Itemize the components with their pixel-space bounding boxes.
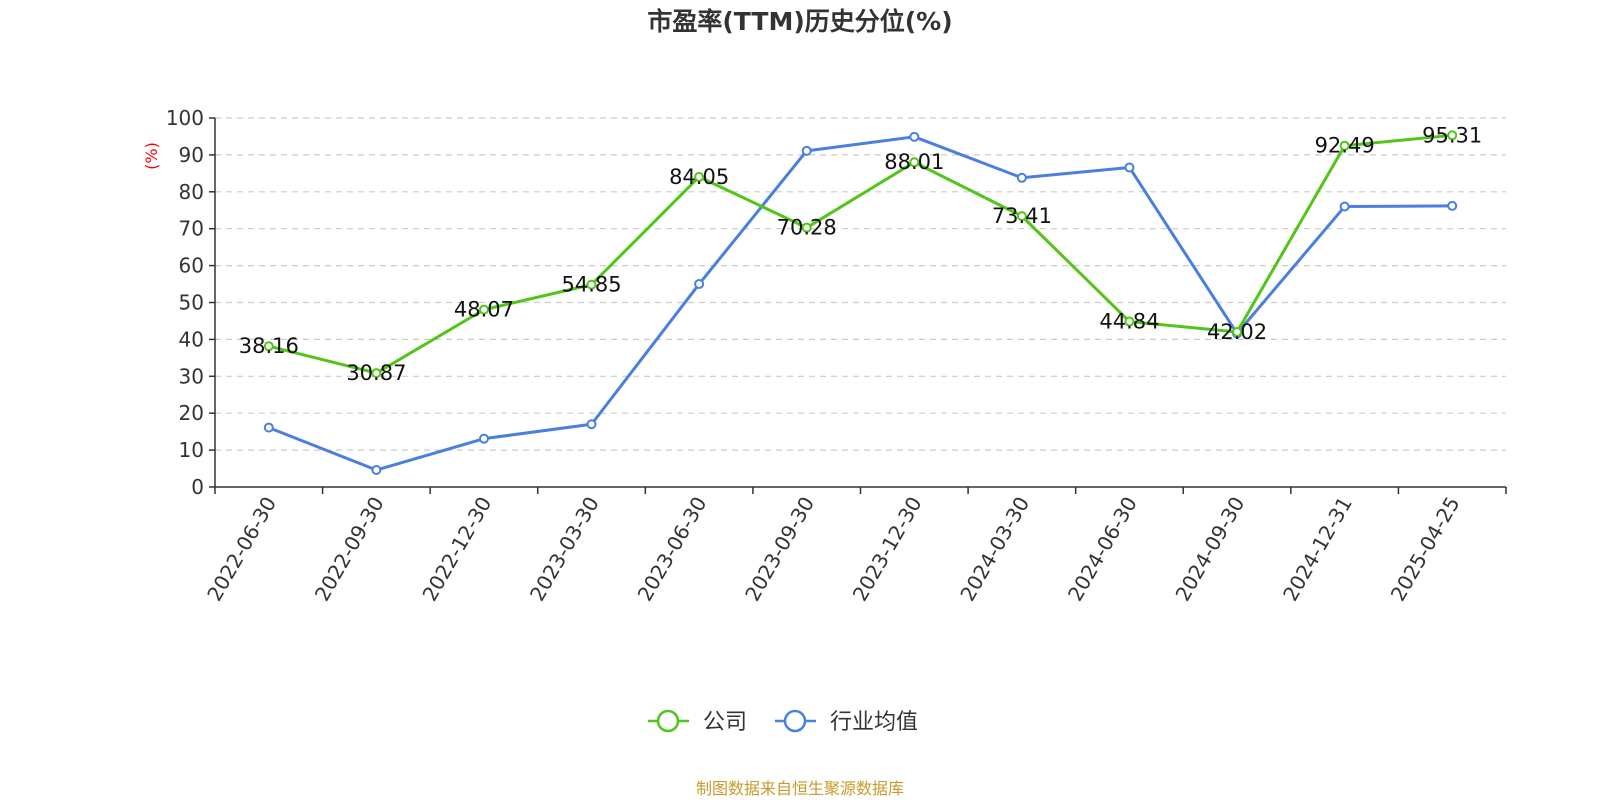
company-data-label: 38.16 xyxy=(239,334,299,358)
source-note: 制图数据来自恒生聚源数据库 xyxy=(696,779,904,798)
company-data-label: 92.49 xyxy=(1315,134,1375,158)
series-line-company xyxy=(267,133,1454,375)
legend: 公司 行业均值 xyxy=(648,709,918,735)
y-tick-label: 30 xyxy=(179,364,204,388)
x-tick-label: 2024-12-31 xyxy=(1278,493,1357,606)
x-tick-label: 2025-04-25 xyxy=(1386,493,1465,606)
company-data-point[interactable] xyxy=(1339,140,1350,151)
company-data-label: 42.02 xyxy=(1207,320,1267,344)
legend-label: 行业均值 xyxy=(830,710,918,735)
legend-label: 公司 xyxy=(703,710,747,735)
x-tick-label: 2022-09-30 xyxy=(310,493,389,606)
y-axis-unit-label: (%) xyxy=(142,142,161,170)
company-data-label: 73.41 xyxy=(992,204,1052,228)
company-data-point[interactable] xyxy=(263,341,274,352)
company-data-point[interactable] xyxy=(694,171,705,182)
company-data-point[interactable] xyxy=(1232,326,1243,337)
company-data-point[interactable] xyxy=(909,157,920,168)
company-data-point[interactable] xyxy=(371,368,382,379)
company-data-label: 44.84 xyxy=(1099,310,1159,334)
x-tick-label: 2023-12-30 xyxy=(848,493,927,606)
y-tick-label: 0 xyxy=(191,475,204,499)
grid-lines xyxy=(215,117,1506,451)
y-tick-label: 50 xyxy=(179,291,204,315)
axes: 0 10 20 30 40 50 60 70 80 90 100 2022-06-30 2022-09-… xyxy=(166,106,1507,606)
x-tick-label: 2022-06-30 xyxy=(202,493,281,606)
company-data-label: 54.85 xyxy=(561,273,621,297)
y-tick-label: 20 xyxy=(179,401,204,425)
y-tick-label: 70 xyxy=(179,217,204,241)
legend-item-industry-average[interactable]: 行业均值 xyxy=(775,709,918,735)
industry-average-data-point[interactable] xyxy=(1339,201,1350,212)
industry-average-data-point[interactable] xyxy=(586,419,597,430)
company-data-label: 95.31 xyxy=(1422,123,1482,147)
industry-average-data-point[interactable] xyxy=(909,131,920,142)
company-data-label: 70.28 xyxy=(777,216,837,240)
company-data-point[interactable] xyxy=(478,304,489,315)
x-tick-label: 2022-12-30 xyxy=(417,493,496,606)
industry-average-data-point[interactable] xyxy=(1124,162,1135,173)
series-layer xyxy=(263,130,1458,476)
y-tick-label: 90 xyxy=(179,143,204,167)
industry-average-data-point[interactable] xyxy=(478,433,489,444)
company-data-label: 84.05 xyxy=(669,165,729,189)
chart-title: 市盈率(TTM)历史分位(%) xyxy=(647,7,952,36)
company-data-point[interactable] xyxy=(1016,211,1027,222)
y-tick-label: 60 xyxy=(179,254,204,278)
y-tick-label: 40 xyxy=(179,327,204,351)
company-data-point[interactable] xyxy=(801,222,812,233)
company-data-point[interactable] xyxy=(1447,130,1458,141)
y-tick-label: 80 xyxy=(179,180,204,204)
y-tick-label: 10 xyxy=(179,438,204,462)
industry-average-data-point[interactable] xyxy=(694,279,705,290)
company-data-label: 48.07 xyxy=(454,298,514,322)
company-data-label: 30.87 xyxy=(346,361,406,385)
legend-circle-icon xyxy=(656,709,680,733)
industry-average-data-point[interactable] xyxy=(801,145,812,156)
legend-circle-icon xyxy=(783,709,807,733)
x-tick-label: 2023-09-30 xyxy=(740,493,819,606)
x-tick-label: 2023-06-30 xyxy=(633,493,712,606)
y-tick-label: 100 xyxy=(166,106,204,130)
legend-item-company[interactable]: 公司 xyxy=(648,709,747,735)
industry-average-data-point[interactable] xyxy=(371,465,382,476)
company-data-point[interactable] xyxy=(586,279,597,290)
x-tick-label: 2024-03-30 xyxy=(955,493,1034,606)
data-labels-layer: 38.16 30.87 48.07 54.85 84.05 70.28 88.01 73.41… xyxy=(239,123,1483,385)
company-data-point[interactable] xyxy=(1124,316,1135,327)
x-tick-label: 2024-09-30 xyxy=(1170,493,1249,606)
industry-average-data-point[interactable] xyxy=(1447,200,1458,211)
x-tick-label: 2024-06-30 xyxy=(1063,493,1142,606)
industry-average-data-point[interactable] xyxy=(263,422,274,433)
industry-average-data-point[interactable] xyxy=(1016,172,1027,183)
x-tick-label: 2023-03-30 xyxy=(525,493,604,606)
company-data-label: 88.01 xyxy=(884,150,944,174)
series-line-industry-average xyxy=(267,135,1454,472)
